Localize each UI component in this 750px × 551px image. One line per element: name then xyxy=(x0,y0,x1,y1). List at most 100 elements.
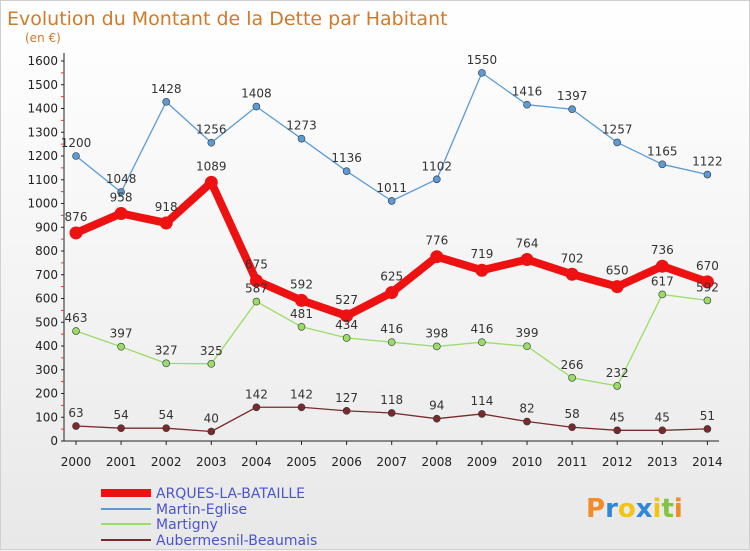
data-label: 876 xyxy=(65,210,88,224)
data-point xyxy=(700,275,714,289)
data-label: 1136 xyxy=(331,151,362,165)
data-point xyxy=(478,69,486,77)
data-point xyxy=(655,259,669,273)
data-point xyxy=(72,422,80,430)
proxiti-logo: Proxiti xyxy=(586,494,683,524)
data-point xyxy=(297,134,306,143)
data-label: 1257 xyxy=(602,122,633,136)
logo-letter: P xyxy=(586,494,605,524)
data-label: 266 xyxy=(561,358,584,372)
data-point xyxy=(117,188,125,196)
data-point xyxy=(432,175,441,184)
x-tick-label: 2006 xyxy=(331,455,362,469)
data-label: 398 xyxy=(425,326,448,340)
data-label: 118 xyxy=(380,393,403,407)
data-point xyxy=(613,382,622,390)
y-tick-label: 1200 xyxy=(27,149,58,163)
data-label: 142 xyxy=(290,387,313,401)
data-label: 45 xyxy=(610,410,625,424)
y-tick-label: 900 xyxy=(35,220,58,234)
x-tick-label: 2003 xyxy=(196,455,227,469)
data-point xyxy=(432,414,441,423)
logo-letter: i xyxy=(653,494,662,524)
data-label: 650 xyxy=(606,264,629,278)
data-label: 670 xyxy=(696,259,719,273)
y-tick-label: 700 xyxy=(35,268,58,282)
data-label: 325 xyxy=(200,344,223,358)
y-tick-label: 1500 xyxy=(27,78,58,92)
data-label: 675 xyxy=(245,258,268,272)
data-point xyxy=(252,297,261,306)
data-point xyxy=(114,206,128,220)
data-label: 592 xyxy=(290,277,313,291)
y-tick-label: 1600 xyxy=(27,54,58,68)
x-tick-label: 2004 xyxy=(241,455,272,469)
data-label: 1550 xyxy=(467,53,498,67)
data-point xyxy=(117,424,125,432)
data-label: 617 xyxy=(651,274,674,288)
data-point xyxy=(703,296,712,305)
x-tick-label: 2011 xyxy=(557,455,588,469)
x-tick-label: 2000 xyxy=(61,455,92,469)
y-tick-label: 100 xyxy=(35,410,58,424)
axes: 0100200300400500600700800900100011001200… xyxy=(27,53,723,469)
data-label: 114 xyxy=(470,394,493,408)
data-label: 1428 xyxy=(151,82,182,96)
data-point xyxy=(658,160,667,169)
data-point xyxy=(523,100,531,109)
x-tick-label: 2005 xyxy=(286,455,317,469)
data-label: 63 xyxy=(68,406,83,420)
chart-subtitle: (en €) xyxy=(25,31,61,45)
data-label: 702 xyxy=(561,251,584,265)
data-point xyxy=(432,342,441,351)
data-label: 45 xyxy=(655,410,670,424)
data-label: 40 xyxy=(204,412,219,426)
data-label: 397 xyxy=(110,327,133,341)
data-label: 592 xyxy=(696,280,719,294)
data-point xyxy=(162,359,170,368)
data-point xyxy=(342,334,351,342)
data-label: 1011 xyxy=(376,181,407,195)
legend-label: Aubermesnil-Beaumais xyxy=(156,533,317,549)
data-point xyxy=(658,426,667,435)
data-point xyxy=(478,410,486,418)
data-point xyxy=(297,403,306,412)
y-tick-label: 1100 xyxy=(27,173,58,187)
data-point xyxy=(523,342,531,351)
data-point xyxy=(658,290,667,299)
data-label: 463 xyxy=(65,311,88,325)
data-point xyxy=(117,342,125,351)
data-label: 958 xyxy=(110,190,133,204)
data-label: 1273 xyxy=(286,119,317,133)
data-point xyxy=(162,98,170,106)
data-label: 1122 xyxy=(692,155,723,169)
data-point xyxy=(342,407,351,415)
y-tick-label: 300 xyxy=(35,363,58,377)
data-label: 719 xyxy=(470,247,493,261)
y-tick-label: 600 xyxy=(35,292,58,306)
data-point xyxy=(703,170,712,179)
x-tick-label: 2001 xyxy=(106,455,137,469)
x-tick-label: 2007 xyxy=(376,455,407,469)
data-point xyxy=(69,226,83,240)
data-point xyxy=(249,274,263,288)
x-tick-label: 2009 xyxy=(467,455,498,469)
data-point xyxy=(340,309,354,323)
x-tick-label: 2013 xyxy=(647,455,678,469)
data-point xyxy=(568,423,576,432)
data-point xyxy=(342,167,351,175)
data-label: 54 xyxy=(159,408,174,422)
data-point xyxy=(385,286,399,300)
y-tick-label: 500 xyxy=(35,315,58,329)
data-point xyxy=(297,322,306,331)
data-point xyxy=(72,327,80,335)
data-label: 736 xyxy=(651,243,674,257)
data-label: 416 xyxy=(470,322,493,336)
data-label: 434 xyxy=(335,318,358,332)
x-tick-label: 2014 xyxy=(692,455,723,469)
x-tick-label: 2008 xyxy=(422,455,453,469)
data-point xyxy=(204,175,218,189)
legend-label: Martigny xyxy=(156,517,218,533)
